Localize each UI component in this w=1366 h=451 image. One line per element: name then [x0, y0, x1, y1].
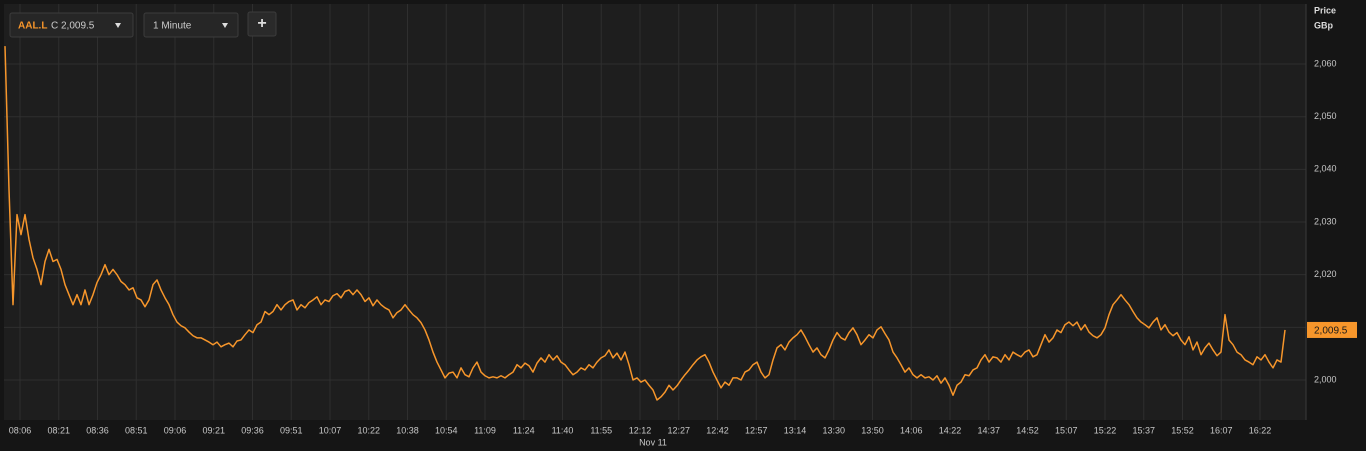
x-tick-label: 14:22	[939, 425, 962, 435]
last-price-label: 2,009.5	[1314, 326, 1348, 337]
x-tick-label: 08:21	[47, 425, 70, 435]
interval-selector[interactable]: 1 Minute	[143, 12, 239, 38]
y-tick-label: 2,020	[1314, 269, 1337, 279]
x-tick-label: 10:38	[396, 425, 419, 435]
last-price-tag	[1307, 321, 1357, 338]
x-tick-label: 08:51	[125, 425, 148, 435]
price-line	[4, 46, 1286, 401]
y-tick-label: 2,030	[1314, 216, 1337, 226]
y-tick-label: 2,050	[1314, 111, 1337, 121]
y-axis-label: Price	[1314, 5, 1336, 15]
x-tick-label: 10:54	[435, 425, 458, 435]
y-tick-label: 2,000	[1314, 374, 1337, 384]
x-tick-label: 09:36	[241, 425, 264, 435]
x-tick-label: 14:52	[1016, 425, 1039, 435]
add-label: +	[257, 15, 266, 32]
x-tick-label: 16:07	[1210, 425, 1233, 435]
x-tick-label: 10:07	[319, 425, 342, 435]
x-tick-label: 12:42	[706, 425, 729, 435]
x-tick-label: 16:22	[1249, 425, 1272, 435]
x-tick-label: 15:52	[1171, 425, 1194, 435]
last-close: C 2,009.5	[51, 21, 95, 32]
x-tick-label: 08:36	[86, 425, 109, 435]
symbol-selector[interactable]: AAL.L C 2,009.5	[9, 12, 134, 38]
x-tick-label: 12:57	[745, 425, 768, 435]
x-tick-label: 12:27	[667, 425, 690, 435]
x-tick-label: 11:24	[513, 425, 535, 435]
x-tick-label: 15:37	[1132, 425, 1155, 435]
x-tick-label: 15:22	[1094, 425, 1117, 435]
selector-box[interactable]	[9, 12, 134, 38]
x-tick-label: 14:37	[977, 425, 1000, 435]
x-tick-label: 11:55	[590, 425, 612, 435]
x-tick-label: 09:21	[202, 425, 225, 435]
dropdown-arrow	[222, 23, 228, 28]
x-tick-label: 10:22	[357, 425, 380, 435]
x-tick-label: 13:30	[822, 425, 845, 435]
grid	[4, 4, 1306, 420]
x-tick-label: 14:06	[900, 425, 923, 435]
date-label: Nov 11	[639, 437, 667, 447]
x-tick-label: 08:06	[9, 425, 32, 435]
symbol: AAL.L	[18, 21, 47, 32]
x-tick-label: 15:07	[1055, 425, 1078, 435]
lines	[4, 46, 1286, 401]
x-tick-label: 09:06	[164, 425, 187, 435]
interval: 1 Minute	[153, 21, 192, 32]
y-axis-unit: GBp	[1314, 20, 1334, 30]
selector-box[interactable]	[143, 12, 239, 38]
x-tick-label: 11:40	[552, 425, 574, 435]
x-tick-label: 11:09	[474, 425, 496, 435]
x-tick-label: 09:51	[280, 425, 303, 435]
y-tick-label: 2,040	[1314, 164, 1337, 174]
plot-area	[4, 4, 1306, 420]
x-tick-label: 13:14	[784, 425, 807, 435]
add-button[interactable]: +	[247, 11, 277, 37]
x-tick-label: 12:12	[629, 425, 652, 435]
x-tick-label: 13:50	[861, 425, 884, 435]
button-box[interactable]	[247, 11, 277, 37]
y-tick-label: 2,060	[1314, 58, 1337, 68]
dropdown-arrow	[115, 23, 121, 28]
